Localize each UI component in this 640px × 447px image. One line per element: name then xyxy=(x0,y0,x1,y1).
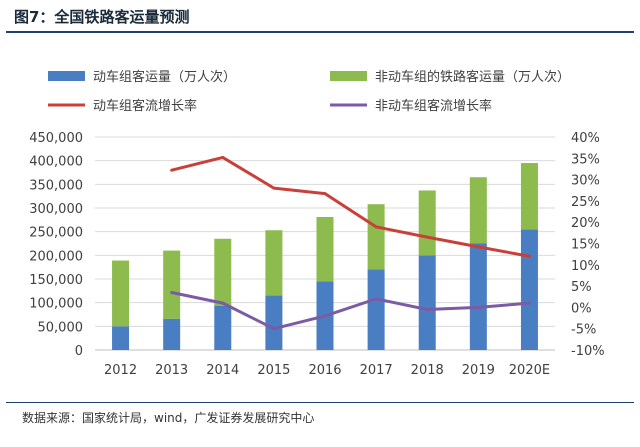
bar-emu xyxy=(418,255,436,350)
bar-non-emu xyxy=(214,238,232,306)
bar-non-emu xyxy=(418,190,436,256)
bar-non-emu xyxy=(469,177,487,244)
y2-tick-label: 40% xyxy=(571,131,600,146)
bar-emu xyxy=(214,305,232,350)
bar-non-emu xyxy=(112,260,130,327)
bars xyxy=(112,163,538,350)
line-point xyxy=(170,290,174,294)
chart-title: 图7：全国铁路客运量预测 xyxy=(14,8,190,26)
bar-emu xyxy=(367,269,385,350)
bar-non-emu xyxy=(265,230,283,296)
line-point xyxy=(374,225,378,229)
x-tick-label: 2014 xyxy=(206,363,239,378)
line-point xyxy=(374,297,378,301)
x-tick-label: 2019 xyxy=(462,363,495,378)
x-tick-label: 2013 xyxy=(155,363,188,378)
line-non-emu-growth xyxy=(171,291,530,331)
x-tick-label: 2016 xyxy=(308,363,341,378)
legend-swatch xyxy=(330,71,367,81)
y-tick-label: 250,000 xyxy=(29,226,83,241)
lines xyxy=(170,155,531,331)
x-tick-label: 2017 xyxy=(360,363,393,378)
y2-tick-label: -10% xyxy=(571,344,605,359)
y-tick-label: 450,000 xyxy=(29,131,83,146)
y-tick-label: 50,000 xyxy=(38,320,84,335)
y-tick-label: 150,000 xyxy=(29,273,83,288)
y2-tick-label: 20% xyxy=(571,216,600,231)
y2-tick-label: 0% xyxy=(571,301,592,316)
line-point xyxy=(425,308,429,312)
line-point xyxy=(170,168,174,172)
line-point xyxy=(527,254,531,258)
line-point xyxy=(221,301,225,305)
bar-non-emu xyxy=(316,216,334,282)
legend-label: 非动车组的铁路客运量（万人次） xyxy=(375,69,570,85)
legend-label: 非动车组客流增长率 xyxy=(375,98,492,114)
y2-tick-label: 5% xyxy=(571,280,592,295)
x-axis: 2012 2013 2014 2015 2016 2017 2018 2019 2020E xyxy=(104,363,550,378)
x-tick-label: 2018 xyxy=(411,363,444,378)
bar-emu xyxy=(265,295,283,350)
y-tick-label: 0 xyxy=(75,344,83,359)
x-tick-label: 2012 xyxy=(104,363,137,378)
y-axis-right: -10% -5% 0% 5% 10% 15% 20% 25% 30% 35% 40% xyxy=(571,131,605,359)
y-tick-label: 100,000 xyxy=(29,297,83,312)
line-point xyxy=(272,186,276,190)
line-point xyxy=(323,314,327,318)
footer-divider xyxy=(6,402,634,403)
y-tick-label: 300,000 xyxy=(29,202,83,217)
bar-emu xyxy=(520,229,538,350)
x-tick-label: 2015 xyxy=(257,363,290,378)
y2-tick-label: 35% xyxy=(571,152,600,167)
legend-label: 动车组客运量（万人次） xyxy=(93,69,236,85)
bar-emu xyxy=(469,243,487,350)
bar-emu xyxy=(163,318,181,350)
y-tick-label: 400,000 xyxy=(29,155,83,170)
y-axis-left: 0 50,000 100,000 150,000 200,000 250,000 300,0… xyxy=(29,131,83,359)
y-tick-label: 200,000 xyxy=(29,249,83,264)
y-tick-label: 350,000 xyxy=(29,178,83,193)
legend-label: 动车组客流增长率 xyxy=(93,98,197,114)
y2-tick-label: 25% xyxy=(571,195,600,210)
line-emu-growth xyxy=(171,155,530,258)
y2-tick-label: 30% xyxy=(571,174,600,189)
line-point xyxy=(323,192,327,196)
y2-tick-label: 10% xyxy=(571,259,600,274)
line-point xyxy=(272,327,276,331)
x-tick-label: 2020E xyxy=(509,363,550,378)
line-point xyxy=(527,301,531,305)
title-divider xyxy=(6,31,634,33)
y2-tick-label: 15% xyxy=(571,238,600,253)
bar-non-emu xyxy=(520,163,538,230)
legend: 动车组客运量（万人次） 非动车组的铁路客运量（万人次） 动车组客流增长率 非动车组客流… xyxy=(48,69,570,114)
bar-emu xyxy=(112,326,130,350)
bar-non-emu xyxy=(163,250,181,319)
line-point xyxy=(476,305,480,309)
chart: 0 50,000 100,000 150,000 200,000 250,000 300,0… xyxy=(29,69,605,378)
bar-non-emu xyxy=(367,204,385,270)
y2-tick-label: -5% xyxy=(571,323,596,338)
legend-swatch xyxy=(48,71,85,81)
line-point xyxy=(221,155,225,159)
line-point xyxy=(425,235,429,239)
source-note: 数据来源：国家统计局，wind，广发证券发展研究中心 xyxy=(22,411,315,425)
line-point xyxy=(476,245,480,249)
